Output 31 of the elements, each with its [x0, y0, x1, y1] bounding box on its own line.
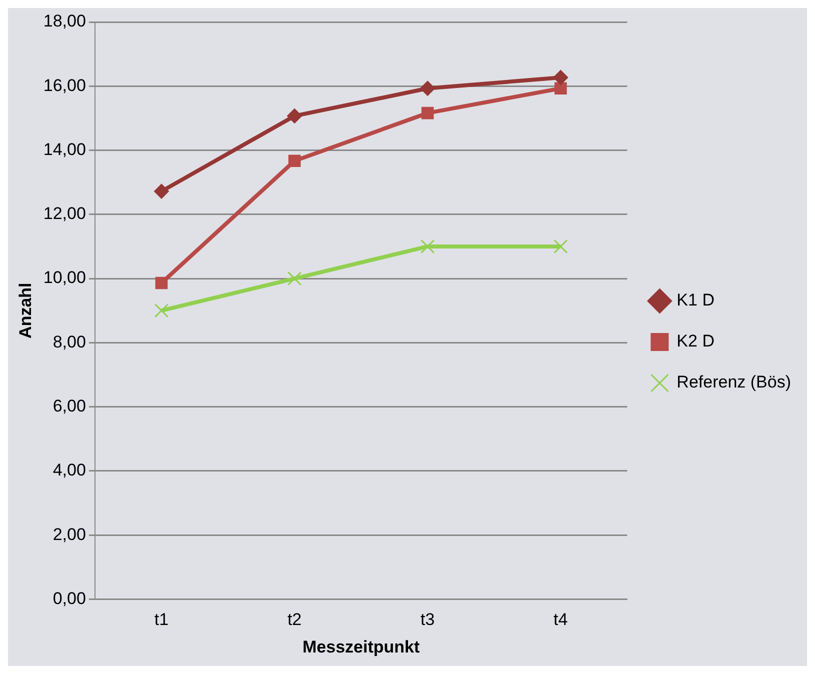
legend-label: Referenz (Bös)	[676, 372, 792, 392]
x-tick-label: t4	[554, 610, 568, 630]
point	[287, 108, 302, 124]
y-tick-label: 18,00	[43, 12, 86, 31]
y-tick-label: 16,00	[43, 76, 86, 95]
point	[420, 80, 436, 96]
point	[288, 154, 301, 168]
y-tick-label: 10,00	[43, 268, 86, 288]
point	[154, 184, 169, 199]
y-axis-title: Anzahl	[16, 282, 35, 338]
x-tick-label: t2	[287, 610, 302, 630]
point	[421, 106, 434, 120]
x-tick-label: t3	[420, 610, 435, 630]
y-tick-label: 14,00	[43, 140, 86, 159]
y-tick-label: 6,00	[52, 396, 86, 416]
point	[155, 276, 168, 290]
point	[554, 82, 567, 95]
y-tick-label: 8,00	[52, 332, 86, 352]
legend-label: K2 D	[676, 332, 714, 351]
point	[420, 239, 435, 254]
x-axis-title: Messzeitpunkt	[302, 637, 420, 656]
legend-label: K1 D	[676, 290, 714, 310]
x-tick-label: t1	[154, 610, 169, 630]
y-tick-label: 12,00	[43, 204, 86, 224]
y-tick-label: 4,00	[52, 460, 86, 480]
y-tick-label: 0,00	[52, 588, 86, 608]
point	[554, 239, 568, 254]
y-tick-label: 2,00	[52, 524, 86, 544]
point	[553, 70, 568, 85]
point	[154, 303, 169, 318]
point	[287, 271, 302, 286]
